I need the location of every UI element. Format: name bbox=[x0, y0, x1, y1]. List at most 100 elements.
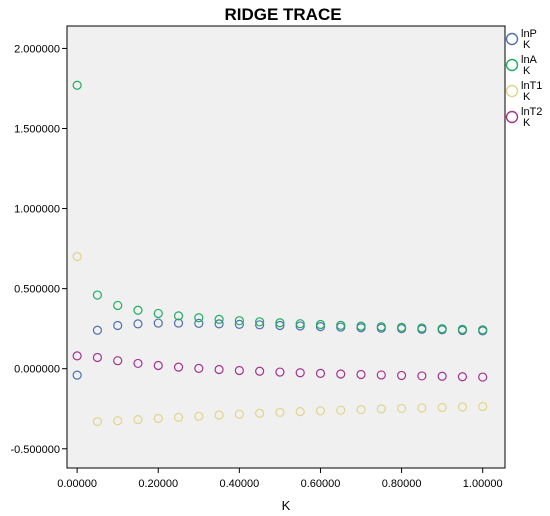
point-lnt1 bbox=[153, 413, 163, 424]
legend-marker-lna bbox=[505, 58, 519, 72]
point-lna bbox=[396, 322, 407, 332]
legend-sublabel: K bbox=[523, 91, 531, 103]
point-lnt1 bbox=[113, 416, 123, 426]
legend-marker-lnt2 bbox=[505, 110, 519, 124]
y-tick-label: 1.000000 bbox=[14, 204, 60, 216]
point-lnt2 bbox=[376, 370, 386, 380]
legend-marker-lnp bbox=[505, 32, 519, 46]
data-points bbox=[72, 80, 488, 427]
point-lnt1 bbox=[396, 403, 407, 414]
point-lna bbox=[417, 323, 427, 333]
point-lnt2 bbox=[417, 371, 427, 381]
x-tick-label: 0.20000 bbox=[138, 478, 178, 490]
point-lnt1 bbox=[255, 408, 265, 418]
x-tick-label: 1.00000 bbox=[463, 478, 503, 490]
point-lna bbox=[356, 321, 366, 331]
point-lna bbox=[173, 311, 184, 321]
point-lnt2 bbox=[356, 369, 366, 380]
x-tick-label: 0.40000 bbox=[219, 478, 259, 490]
point-lnp bbox=[133, 319, 143, 329]
point-lnt1 bbox=[173, 412, 184, 422]
point-lnt1 bbox=[133, 415, 143, 425]
point-lnt2 bbox=[315, 368, 326, 378]
point-lna bbox=[336, 320, 346, 330]
point-lnp bbox=[275, 320, 285, 331]
point-lnp bbox=[92, 325, 103, 335]
point-lna bbox=[133, 305, 143, 315]
point-lnt1 bbox=[376, 404, 386, 414]
point-lnt2 bbox=[194, 363, 204, 373]
point-lnt2 bbox=[478, 372, 488, 382]
point-lnp bbox=[214, 319, 224, 329]
point-lna bbox=[295, 319, 305, 329]
x-tick-label: 0.80000 bbox=[382, 478, 422, 490]
point-lnt1 bbox=[457, 402, 468, 412]
point-lnt1 bbox=[315, 406, 326, 416]
point-lnt1 bbox=[194, 411, 204, 421]
x-tick-label: 0.60000 bbox=[301, 478, 341, 490]
point-lnp bbox=[194, 318, 204, 328]
point-lnt1 bbox=[478, 401, 488, 412]
point-lna bbox=[194, 313, 204, 323]
point-lna bbox=[214, 314, 224, 324]
y-tick-label: 1.500000 bbox=[14, 123, 60, 135]
point-lna bbox=[113, 300, 123, 311]
chart-title: RIDGE TRACE bbox=[224, 5, 341, 24]
point-lnt2 bbox=[295, 368, 305, 378]
point-lnt2 bbox=[437, 371, 447, 381]
legend-sublabel: K bbox=[523, 39, 531, 51]
point-lnt1 bbox=[92, 416, 103, 427]
point-lnt1 bbox=[214, 410, 224, 420]
point-lnp bbox=[113, 320, 123, 331]
legend-label: lnP bbox=[521, 28, 537, 40]
point-lnp bbox=[72, 370, 82, 380]
point-lnt2 bbox=[275, 367, 285, 377]
y-tick-label: -0.500000 bbox=[10, 444, 60, 456]
x-tick-label: 0.00000 bbox=[57, 478, 97, 490]
point-lnt2 bbox=[92, 352, 103, 363]
point-lnt2 bbox=[234, 365, 244, 376]
point-lna bbox=[275, 318, 285, 328]
legend-label: lnA bbox=[521, 54, 538, 66]
point-lnt1 bbox=[72, 252, 82, 262]
legend-sublabel: K bbox=[523, 117, 531, 129]
point-lna bbox=[92, 290, 103, 300]
point-lna bbox=[478, 325, 488, 335]
point-lnt1 bbox=[275, 407, 285, 418]
point-lna bbox=[72, 80, 82, 90]
x-axis: 0.00000 0.20000 0.40000 0.60000 0.80000 1.000… bbox=[57, 468, 503, 490]
point-lna bbox=[437, 324, 447, 334]
point-lnp bbox=[153, 318, 163, 328]
point-lna bbox=[255, 317, 265, 327]
point-lnt1 bbox=[234, 409, 244, 419]
y-tick-label: 0.500000 bbox=[14, 284, 60, 296]
point-lnt2 bbox=[457, 372, 468, 382]
point-lnt2 bbox=[214, 364, 224, 375]
point-lnp bbox=[255, 320, 265, 330]
point-lnt2 bbox=[133, 358, 143, 369]
point-lnt2 bbox=[153, 360, 163, 371]
legend-label: lnT1 bbox=[521, 80, 542, 92]
point-lnt1 bbox=[336, 405, 346, 415]
y-axis: 2.000000 1.500000 1.000000 0.500000 0.000000… bbox=[10, 43, 67, 456]
point-lnt2 bbox=[396, 370, 407, 381]
point-lnp bbox=[234, 319, 244, 329]
plot-area bbox=[66, 25, 506, 469]
y-tick-label: 2.000000 bbox=[14, 43, 60, 55]
point-lnp bbox=[173, 318, 184, 328]
point-lnt1 bbox=[437, 402, 447, 413]
point-lna bbox=[376, 322, 386, 332]
point-lnt2 bbox=[173, 362, 184, 372]
point-lnt1 bbox=[356, 404, 366, 415]
point-lna bbox=[234, 316, 244, 326]
x-axis-label: K bbox=[282, 498, 291, 513]
point-lnt2 bbox=[72, 351, 82, 361]
y-tick-label: 0.000000 bbox=[14, 364, 60, 376]
point-lna bbox=[315, 319, 326, 330]
